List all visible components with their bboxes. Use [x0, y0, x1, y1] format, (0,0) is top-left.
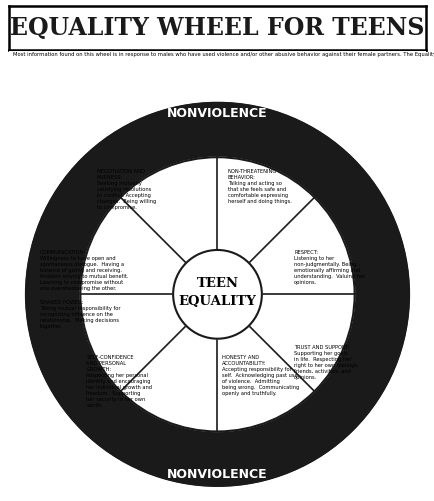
- Text: EQUALITY WHEEL FOR TEENS: EQUALITY WHEEL FOR TEENS: [10, 16, 424, 40]
- Text: NONVIOLENCE: NONVIOLENCE: [167, 468, 267, 481]
- Circle shape: [26, 103, 408, 486]
- Text: HONESTY AND
ACCOUNTABILITY:
Accepting responsibility for
self.  Acknowledging pa: HONESTY AND ACCOUNTABILITY: Accepting re…: [221, 355, 298, 396]
- Text: SHARED POWER:
Taking mutual responsibility for
recognizing influence on the
rela: SHARED POWER: Taking mutual responsibili…: [40, 301, 120, 329]
- Text: TEEN
EQUALITY: TEEN EQUALITY: [178, 277, 256, 308]
- Text: NON-THREATENING
BEHAVIOR:
Talking and acting so
that she feels safe and
comforta: NON-THREATENING BEHAVIOR: Talking and ac…: [227, 169, 291, 204]
- Circle shape: [173, 250, 261, 339]
- Text: TRUST AND SUPPORT:
Supporting her goals
in life.  Respecting her
right to her ow: TRUST AND SUPPORT: Supporting her goals …: [293, 345, 358, 380]
- Circle shape: [80, 157, 354, 431]
- Text: RESPECT:
Listening to her
non-judgmentally. Being
emotionally affirming and
unde: RESPECT: Listening to her non-judgmental…: [293, 250, 365, 285]
- Text: NEGOTIATION AND
FAIRNESS:
Seeking mutually
satisfying resolutions
to conflict. A: NEGOTIATION AND FAIRNESS: Seeking mutual…: [96, 169, 155, 210]
- Text: COMMUNICATION:
Willingness to have open and
spontaneous dialogue.  Having a
bala: COMMUNICATION: Willingness to have open …: [40, 250, 128, 291]
- Text: NONVIOLENCE: NONVIOLENCE: [167, 107, 267, 120]
- Text: Most information found on this wheel is in response to males who have used viole: Most information found on this wheel is …: [13, 52, 434, 57]
- Text: SELF-CONFIDENCE
AND PERSONAL
GROWTH:
Respecting her personal
identity and encour: SELF-CONFIDENCE AND PERSONAL GROWTH: Res…: [86, 355, 152, 408]
